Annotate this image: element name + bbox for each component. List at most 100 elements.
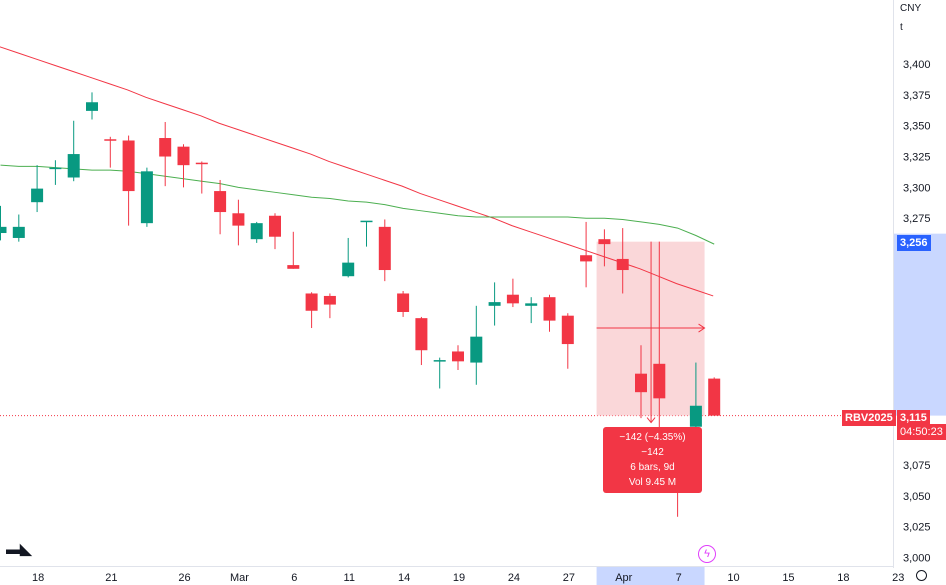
time-tick-label: 19 bbox=[453, 572, 465, 584]
symbol-label: RBV2025 bbox=[842, 410, 896, 426]
price-tick-label: 3,275 bbox=[903, 213, 931, 225]
candle-body bbox=[323, 295, 336, 305]
candle bbox=[635, 345, 647, 419]
candle-body bbox=[598, 239, 611, 245]
candle bbox=[0, 205, 7, 241]
candle-body bbox=[159, 138, 172, 157]
time-tick-label: 18 bbox=[32, 572, 44, 584]
candle-body bbox=[342, 262, 355, 277]
candle-body bbox=[122, 140, 135, 192]
candle bbox=[378, 219, 391, 282]
candle bbox=[616, 228, 629, 294]
candle-body bbox=[214, 191, 227, 213]
candle bbox=[140, 167, 153, 227]
candle-body bbox=[287, 265, 300, 269]
measure-range bbox=[596, 241, 706, 424]
candle-body bbox=[561, 315, 574, 345]
candle bbox=[433, 357, 446, 389]
tradingview-logo-icon[interactable]: ▬◣ bbox=[6, 541, 32, 558]
candle bbox=[415, 316, 428, 366]
candle-body bbox=[0, 226, 7, 234]
time-tick-label: 7 bbox=[676, 572, 682, 584]
price-tick-label: 3,000 bbox=[903, 553, 931, 565]
price-axis[interactable]: 3,4003,3753,3503,3253,3003,2753,2503,225… bbox=[893, 0, 946, 568]
candle bbox=[360, 220, 373, 247]
candle-body bbox=[708, 378, 721, 416]
candle bbox=[452, 345, 464, 370]
candle bbox=[561, 313, 574, 369]
time-tick-label: 6 bbox=[291, 572, 297, 584]
candle bbox=[708, 377, 721, 416]
candle bbox=[177, 144, 190, 188]
time-tick-label: 14 bbox=[398, 572, 410, 584]
price-axis-highlight bbox=[894, 233, 946, 416]
candle bbox=[250, 221, 263, 243]
time-axis[interactable]: 18 21 26 Mar 6 11 14 19 24 27 Apr 7 10 15 18 23 bbox=[0, 566, 904, 585]
candle bbox=[397, 291, 410, 317]
candle bbox=[598, 229, 611, 267]
candle-body bbox=[86, 102, 98, 111]
price-tick-label: 3,350 bbox=[903, 121, 931, 133]
candle-body bbox=[452, 351, 464, 362]
measure-bars: 6 bars, 9d bbox=[630, 462, 675, 473]
candle bbox=[689, 362, 702, 433]
candle bbox=[12, 214, 25, 242]
candle-body bbox=[195, 162, 208, 165]
measure-arrow-head-down bbox=[646, 417, 656, 424]
candle bbox=[159, 121, 172, 187]
candle bbox=[580, 221, 593, 288]
price-tick-label: 3,400 bbox=[903, 59, 931, 71]
candle-body bbox=[415, 318, 428, 351]
time-tick-label: 15 bbox=[782, 572, 794, 584]
unit-label[interactable]: t bbox=[900, 22, 903, 33]
countdown-tag: 04:50:23 bbox=[897, 424, 946, 440]
candle bbox=[342, 237, 355, 278]
candle bbox=[323, 293, 336, 319]
measure-info-box: −142 (−4.35%) −142 6 bars, 9d Vol 9.45 M bbox=[603, 427, 702, 493]
candle bbox=[488, 282, 501, 326]
price-tick-label: 3,325 bbox=[903, 152, 931, 164]
candle-body bbox=[616, 258, 629, 271]
candle-body bbox=[488, 302, 501, 306]
candle-body bbox=[580, 255, 593, 262]
candle-body bbox=[525, 303, 538, 306]
candle-body bbox=[397, 293, 410, 312]
measure-top-price-tag: 3,256 bbox=[897, 235, 931, 251]
time-tick-label: 11 bbox=[344, 572, 355, 584]
price-tick-label: 3,075 bbox=[903, 460, 931, 472]
candle-body bbox=[269, 215, 281, 237]
candle bbox=[506, 278, 519, 308]
lightning-icon[interactable]: ϟ bbox=[698, 545, 716, 563]
candle-body bbox=[433, 360, 446, 362]
candle bbox=[214, 179, 227, 235]
time-axis-highlight bbox=[596, 567, 705, 585]
candle bbox=[269, 213, 281, 250]
candle-body bbox=[12, 226, 25, 238]
time-tick-label: 26 bbox=[178, 572, 190, 584]
candle bbox=[49, 160, 62, 185]
price-tick-label: 3,050 bbox=[903, 491, 931, 503]
ma-line-red bbox=[0, 46, 714, 297]
time-tick-label: Apr bbox=[615, 572, 632, 584]
candle-body bbox=[67, 154, 80, 178]
price-tick-label: 3,025 bbox=[903, 522, 931, 534]
currency-label[interactable]: CNY bbox=[900, 3, 922, 14]
settings-icon[interactable] bbox=[916, 570, 927, 581]
measure-arrow-head bbox=[698, 323, 706, 333]
time-tick-label: 27 bbox=[563, 572, 575, 584]
candle-body bbox=[470, 336, 483, 363]
moving-averages bbox=[0, 46, 715, 297]
candle-body bbox=[232, 213, 245, 226]
candle-body bbox=[378, 226, 391, 271]
candle bbox=[653, 241, 666, 430]
candle-body bbox=[360, 220, 373, 223]
candle-body bbox=[635, 373, 647, 393]
time-tick-label: 10 bbox=[727, 572, 739, 584]
candle-body bbox=[543, 297, 556, 321]
candle bbox=[543, 294, 556, 332]
candle-body bbox=[140, 171, 153, 224]
candle-body bbox=[689, 405, 702, 427]
candle-body bbox=[653, 363, 666, 399]
candle-body bbox=[250, 223, 263, 240]
